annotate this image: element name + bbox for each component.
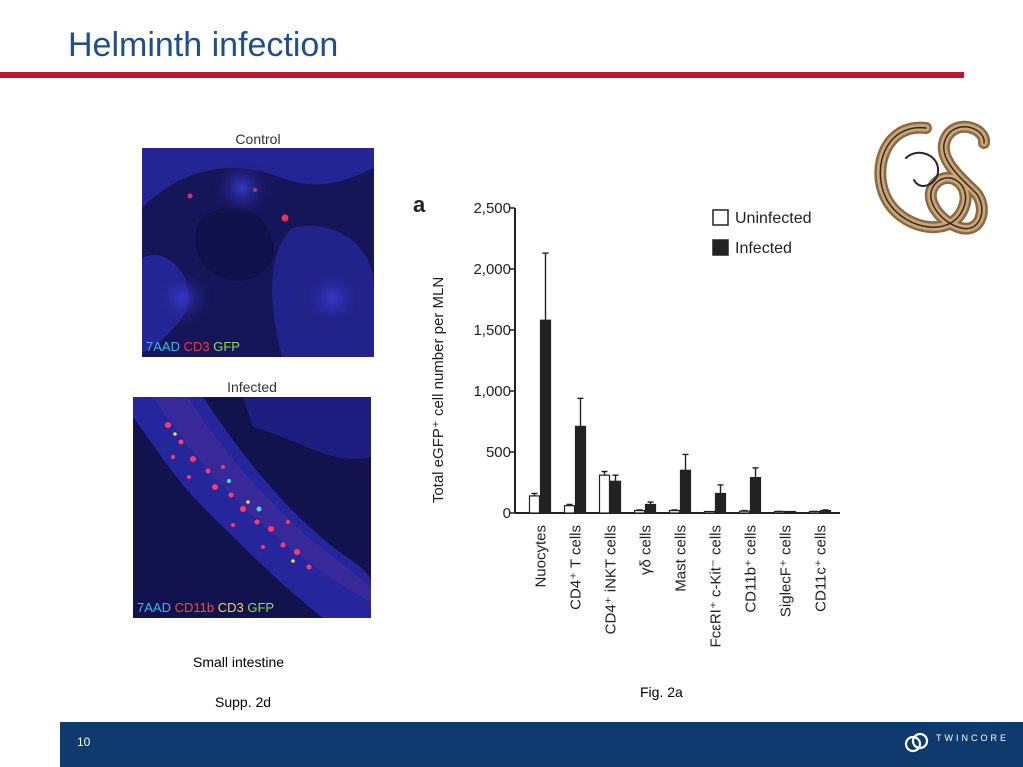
twincore-logo: TWINCORE [902,730,1006,761]
title-divider [0,72,964,78]
bar-uninfected [703,510,716,514]
y-tick-label: 2,000 [473,261,511,278]
legend-7aad: 7AAD [137,600,171,615]
bar-infected [539,319,552,514]
bar-uninfected [738,510,751,514]
bar-infected [679,469,692,514]
legend-gfp: GFP [213,339,240,354]
tissue-caption: Small intestine [193,654,285,670]
bar-infected [749,477,762,514]
legend-cd3: CD3 [183,339,210,354]
infected-label: Infected [227,379,277,395]
x-tick-label: CD4⁺ T cells [568,525,585,610]
helminth-worm-illustration [874,120,990,235]
x-tick-label: CD4⁺ iNKT cells [603,525,620,634]
bar-uninfected [633,509,646,514]
infected-micrograph: 7AAD CD11b CD3 GFP [133,397,371,618]
control-micrograph: 7AAD CD3 GFP [142,148,374,357]
infected-legend: 7AAD CD11b CD3 GFP [137,600,274,615]
x-tick-label: SiglecF⁺ cells [778,525,795,617]
legend-7aad: 7AAD [146,339,180,354]
panel-letter: a [413,192,426,217]
egfp-bar-chart: a Total eGFP⁺ cell number per MLN 0 500 1,… [413,192,840,648]
legend-cd3: CD3 [217,600,244,615]
bar-infected [574,425,587,514]
bar-infected [609,480,622,514]
y-axis-label: Total eGFP⁺ cell number per MLN [430,277,447,503]
control-legend: 7AAD CD3 GFP [146,339,240,354]
control-label: Control [235,131,281,147]
supp-figure-ref: Supp. 2d [215,694,272,710]
y-tick-label: 1,500 [473,322,511,339]
legend-swatch [712,239,729,256]
logo-text: TWINCORE [936,733,1009,743]
figure-ref: Fig. 2a [640,684,683,700]
y-tick-label: 0 [503,505,511,522]
legend-label: Infected [735,240,792,257]
y-tick-label: 500 [486,444,511,461]
legend-swatch [712,209,729,226]
y-tick-label: 2,500 [473,200,511,217]
bar-uninfected [563,505,576,514]
page-number: 10 [77,735,91,749]
x-tick-label: γδ cells [638,525,655,575]
y-tick-label: 1,000 [473,383,511,400]
control-micrograph-image [142,148,374,357]
slide-footer: 10 TWINCORE [60,722,1023,767]
bar-infected [819,509,832,514]
x-tick-label: CD11c⁺ cells [813,525,830,612]
x-tick-label: Mast cells [673,525,690,592]
x-tick-label: Nuocytes [533,525,550,588]
x-tick-label: FcεRI⁺ c-Kit⁻ cells [708,525,725,648]
infected-micrograph-image [133,397,371,618]
legend-cd11b: CD11b [174,600,215,615]
bar-uninfected [528,495,541,514]
bar-infected [644,503,657,514]
bar-uninfected [668,509,681,514]
bar-infected [714,492,727,514]
slide-title: Helminth infection [68,26,339,64]
bar-uninfected [598,474,611,514]
x-tick-label: CD11b⁺ cells [743,525,760,613]
twincore-logo-icon [904,732,929,753]
legend-label: Uninfected [735,210,812,227]
legend-gfp: GFP [247,600,275,615]
